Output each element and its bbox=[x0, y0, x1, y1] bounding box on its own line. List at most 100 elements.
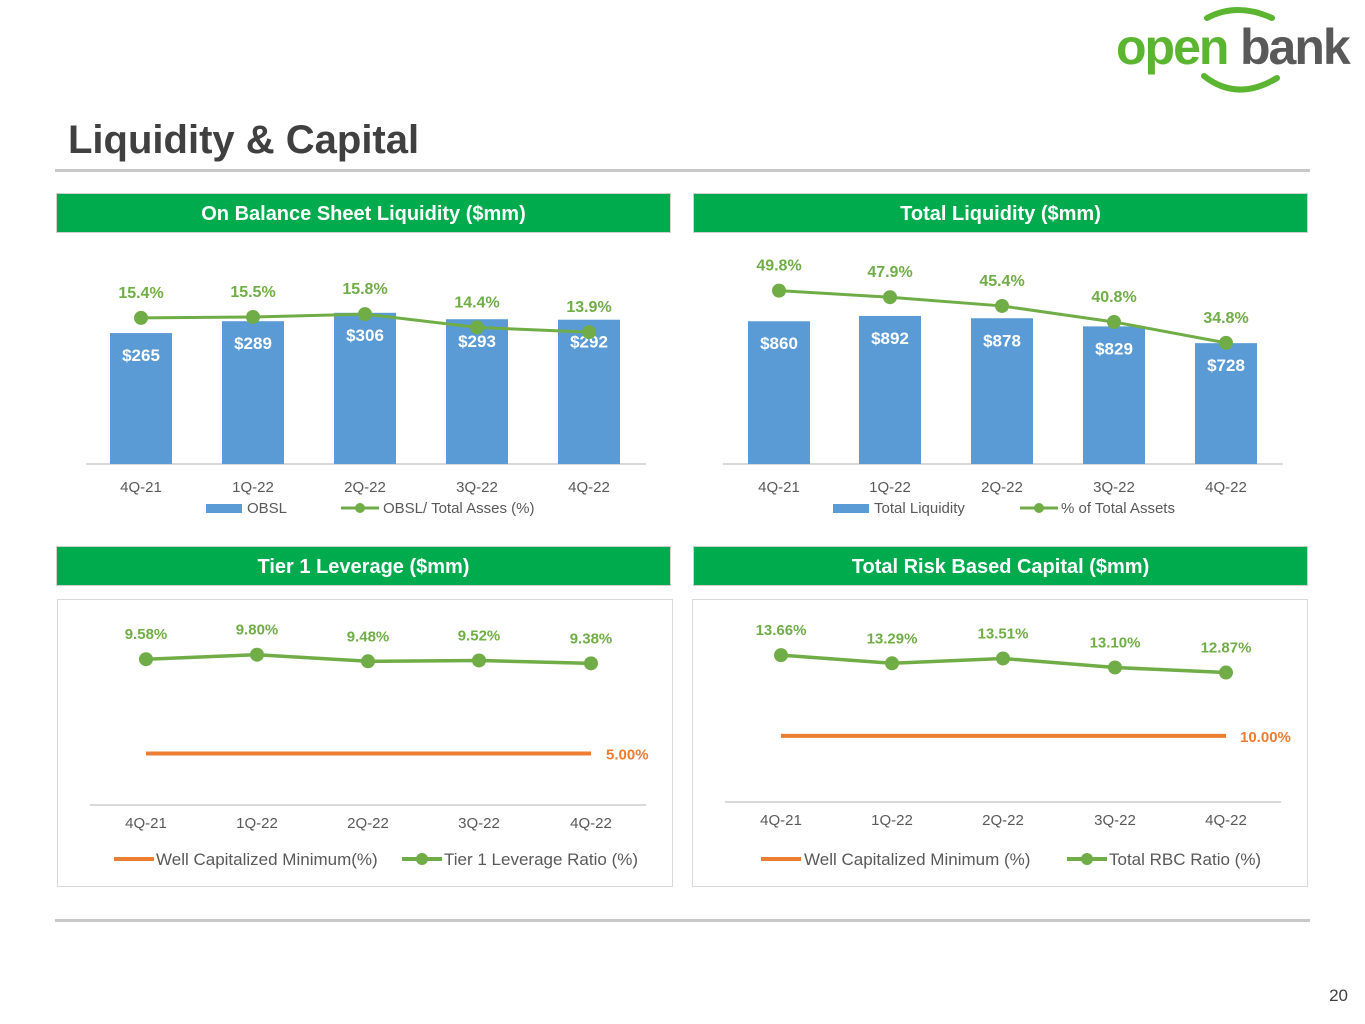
ratio-value-label: 9.80% bbox=[236, 622, 279, 639]
logo-text-open: open bbox=[1116, 19, 1227, 75]
x-tick-label: 1Q-22 bbox=[236, 815, 278, 832]
line-point-4q-22 bbox=[1219, 335, 1233, 350]
legend-swatch-marker bbox=[355, 503, 365, 513]
bar-value-label: $265 bbox=[122, 346, 160, 365]
x-tick-label: 3Q-22 bbox=[1093, 479, 1135, 496]
bar-4q-22 bbox=[1195, 343, 1257, 464]
x-tick-label: 2Q-22 bbox=[344, 479, 386, 496]
ratio-value-label: 9.38% bbox=[570, 630, 613, 647]
obsl-panel-header: On Balance Sheet Liquidity ($mm) bbox=[56, 193, 671, 233]
x-tick-label: 4Q-22 bbox=[1205, 479, 1247, 496]
legend-label-line: % of Total Assets bbox=[1061, 500, 1175, 517]
total-liquidity-panel-header: Total Liquidity ($mm) bbox=[693, 193, 1308, 233]
rbc-panel-header: Total Risk Based Capital ($mm) bbox=[693, 546, 1308, 586]
line-point-4q-22 bbox=[582, 325, 596, 340]
x-tick-label: 4Q-22 bbox=[1205, 812, 1247, 829]
ratio-value-label: 13.10% bbox=[1090, 634, 1141, 651]
line-point-1q-22 bbox=[246, 309, 260, 324]
bar-2q-22 bbox=[334, 312, 396, 464]
title-divider bbox=[55, 169, 1310, 172]
bar-2q-22 bbox=[971, 318, 1033, 464]
ratio-point-2q-22 bbox=[996, 651, 1010, 666]
legend-swatch-marker bbox=[416, 853, 428, 865]
ratio-value-label: 9.52% bbox=[458, 627, 501, 644]
ratio-value-label: 13.51% bbox=[978, 625, 1029, 642]
ratio-point-4q-21 bbox=[774, 648, 788, 663]
x-tick-label: 1Q-22 bbox=[232, 479, 274, 496]
x-tick-label: 4Q-21 bbox=[125, 815, 167, 832]
ratio-value-label: 13.66% bbox=[756, 622, 807, 639]
line-point-3q-22 bbox=[1107, 314, 1121, 329]
line-value-label: 49.8% bbox=[756, 258, 801, 275]
bar-value-label: $860 bbox=[760, 334, 798, 353]
bottom-divider bbox=[55, 919, 1310, 922]
ratio-point-4q-22 bbox=[1219, 665, 1233, 680]
ratio-point-1q-22 bbox=[250, 647, 264, 662]
x-tick-label: 4Q-22 bbox=[568, 479, 610, 496]
bar-4q-21 bbox=[748, 321, 810, 464]
line-value-label: 40.8% bbox=[1091, 289, 1136, 306]
x-tick-label: 3Q-22 bbox=[458, 815, 500, 832]
page-title: Liquidity & Capital bbox=[68, 118, 420, 162]
x-tick-label: 4Q-21 bbox=[758, 479, 800, 496]
tier1-chart: 5.00% 9.58% 9.80% 9.48% 9.52% 9.38% 4Q-21 1Q-22… bbox=[57, 599, 673, 887]
bar-3q-22 bbox=[446, 319, 508, 464]
bar-value-label: $728 bbox=[1207, 356, 1245, 375]
tier1-panel-header: Tier 1 Leverage ($mm) bbox=[56, 546, 671, 586]
legend-label-minimum: Well Capitalized Minimum(%) bbox=[156, 850, 378, 869]
x-tick-label: 3Q-22 bbox=[456, 479, 498, 496]
x-tick-label: 2Q-22 bbox=[982, 812, 1024, 829]
ratio-point-3q-22 bbox=[1108, 660, 1122, 675]
legend-label-minimum: Well Capitalized Minimum (%) bbox=[804, 850, 1030, 869]
line-point-4q-21 bbox=[772, 283, 786, 298]
ratio-point-1q-22 bbox=[885, 656, 899, 671]
x-tick-label: 3Q-22 bbox=[1094, 812, 1136, 829]
line-value-label: 15.8% bbox=[342, 281, 387, 298]
minimum-value-label: 10.00% bbox=[1240, 729, 1291, 746]
bar-value-label: $289 bbox=[234, 334, 272, 353]
ratio-value-label: 13.29% bbox=[867, 630, 918, 647]
minimum-value-label: 5.00% bbox=[606, 747, 649, 764]
bar-value-label: $306 bbox=[346, 326, 384, 345]
x-tick-label: 1Q-22 bbox=[869, 479, 911, 496]
obsl-chart: $265 $289 $306 $293 $292 15.4% 15.5% 15.8% 14.4%… bbox=[86, 281, 646, 517]
line-point-4q-21 bbox=[134, 310, 148, 325]
legend-swatch-marker bbox=[1081, 853, 1093, 865]
line-value-label: 47.9% bbox=[867, 264, 912, 281]
ratio-point-4q-22 bbox=[584, 656, 598, 671]
logo-arc-bottom bbox=[1201, 73, 1280, 93]
legend-label-bar: OBSL bbox=[247, 500, 287, 517]
bar-1q-22 bbox=[222, 321, 284, 464]
ratio-point-4q-21 bbox=[139, 652, 153, 667]
logo-arc-top bbox=[1204, 7, 1275, 21]
legend-swatch-marker bbox=[1034, 503, 1044, 513]
legend-label-line: OBSL/ Total Asses (%) bbox=[383, 500, 534, 517]
legend-swatch-bar bbox=[833, 504, 869, 513]
ratio-value-label: 9.48% bbox=[347, 628, 390, 645]
bar-value-label: $293 bbox=[458, 332, 496, 351]
x-tick-label: 4Q-22 bbox=[570, 815, 612, 832]
bar-3q-22 bbox=[1083, 326, 1145, 464]
line-value-label: 15.4% bbox=[118, 285, 163, 302]
x-tick-label: 4Q-21 bbox=[120, 479, 162, 496]
ratio-point-3q-22 bbox=[472, 653, 486, 668]
x-tick-label: 2Q-22 bbox=[981, 479, 1023, 496]
line-point-2q-22 bbox=[358, 307, 372, 322]
bar-value-label: $878 bbox=[983, 331, 1021, 350]
x-tick-label: 1Q-22 bbox=[871, 812, 913, 829]
bar-value-label: $829 bbox=[1095, 339, 1133, 358]
bar-4q-21 bbox=[110, 333, 172, 464]
total-liquidity-chart: $860 $892 $878 $829 $728 49.8% 47.9% 45.4% 40.8%… bbox=[723, 258, 1283, 517]
legend-label-ratio: Total RBC Ratio (%) bbox=[1109, 850, 1261, 869]
ratio-point-2q-22 bbox=[361, 654, 375, 669]
legend-label-bar: Total Liquidity bbox=[874, 500, 965, 517]
line-value-label: 15.5% bbox=[230, 284, 275, 301]
x-tick-label: 2Q-22 bbox=[347, 815, 389, 832]
logo-text-bank: bank bbox=[1240, 19, 1351, 75]
legend-label-ratio: Tier 1 Leverage Ratio (%) bbox=[444, 850, 638, 869]
line-point-3q-22 bbox=[470, 320, 484, 335]
ratio-value-label: 12.87% bbox=[1201, 640, 1252, 657]
line-point-2q-22 bbox=[995, 298, 1009, 313]
ratio-value-label: 9.58% bbox=[125, 626, 168, 643]
x-tick-label: 4Q-21 bbox=[760, 812, 802, 829]
